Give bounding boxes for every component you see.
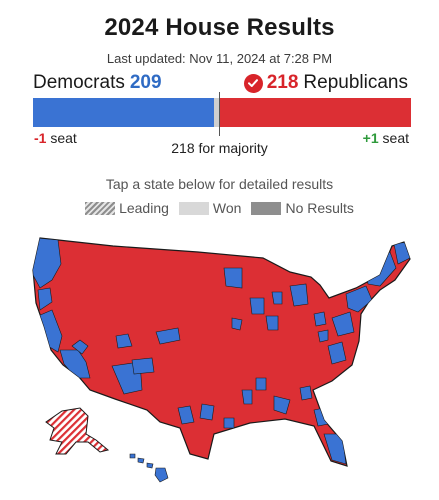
democrats-tally: Democrats 209 (33, 72, 162, 94)
map-legend: Leading Won No Results (0, 200, 439, 216)
legend-item-won: Won (178, 200, 242, 216)
dark-gray-swatch-icon (251, 201, 282, 215)
democrats-change-unit: seat (50, 130, 77, 146)
legend-label-leading: Leading (119, 200, 169, 216)
hawaii-islands[interactable] (129, 453, 169, 483)
last-updated-text: Last updated: Nov 11, 2024 at 7:28 PM (106, 51, 333, 66)
light-gray-swatch-icon (178, 201, 209, 215)
legend-item-leading: Leading (85, 200, 169, 216)
republicans-change-value: +1 (362, 130, 379, 146)
legend-label-won: Won (212, 200, 242, 216)
majority-threshold-text: 218 for majority (171, 140, 268, 156)
democrats-seat-change: -1 seat (34, 130, 77, 146)
map-instruction-text: Tap a state below for detailed results (105, 176, 334, 192)
democrats-change-value: -1 (34, 130, 47, 146)
republicans-change-unit: seat (382, 130, 409, 146)
republicans-seat-count: 218 (266, 72, 299, 93)
republicans-seat-bar (220, 98, 411, 127)
democrats-label: Democrats (33, 72, 125, 93)
republicans-tally: 218 Republicans (243, 72, 408, 94)
majority-marker (219, 92, 220, 136)
contiguous-states[interactable] (32, 237, 411, 467)
checkmark-icon (243, 73, 263, 93)
republicans-label: Republicans (303, 72, 408, 93)
hatched-swatch-icon (85, 201, 116, 215)
page-title: 2024 House Results (104, 14, 335, 41)
us-district-map[interactable] (28, 228, 420, 490)
legend-item-no-results: No Results (251, 200, 354, 216)
undecided-seat-bar (214, 98, 220, 127)
legend-label-no-results: No Results (285, 200, 354, 216)
alaska-shape[interactable] (45, 407, 110, 455)
democrats-seat-bar (33, 98, 214, 127)
democrats-seat-count: 209 (129, 72, 162, 93)
republicans-seat-change: +1 seat (363, 130, 409, 146)
